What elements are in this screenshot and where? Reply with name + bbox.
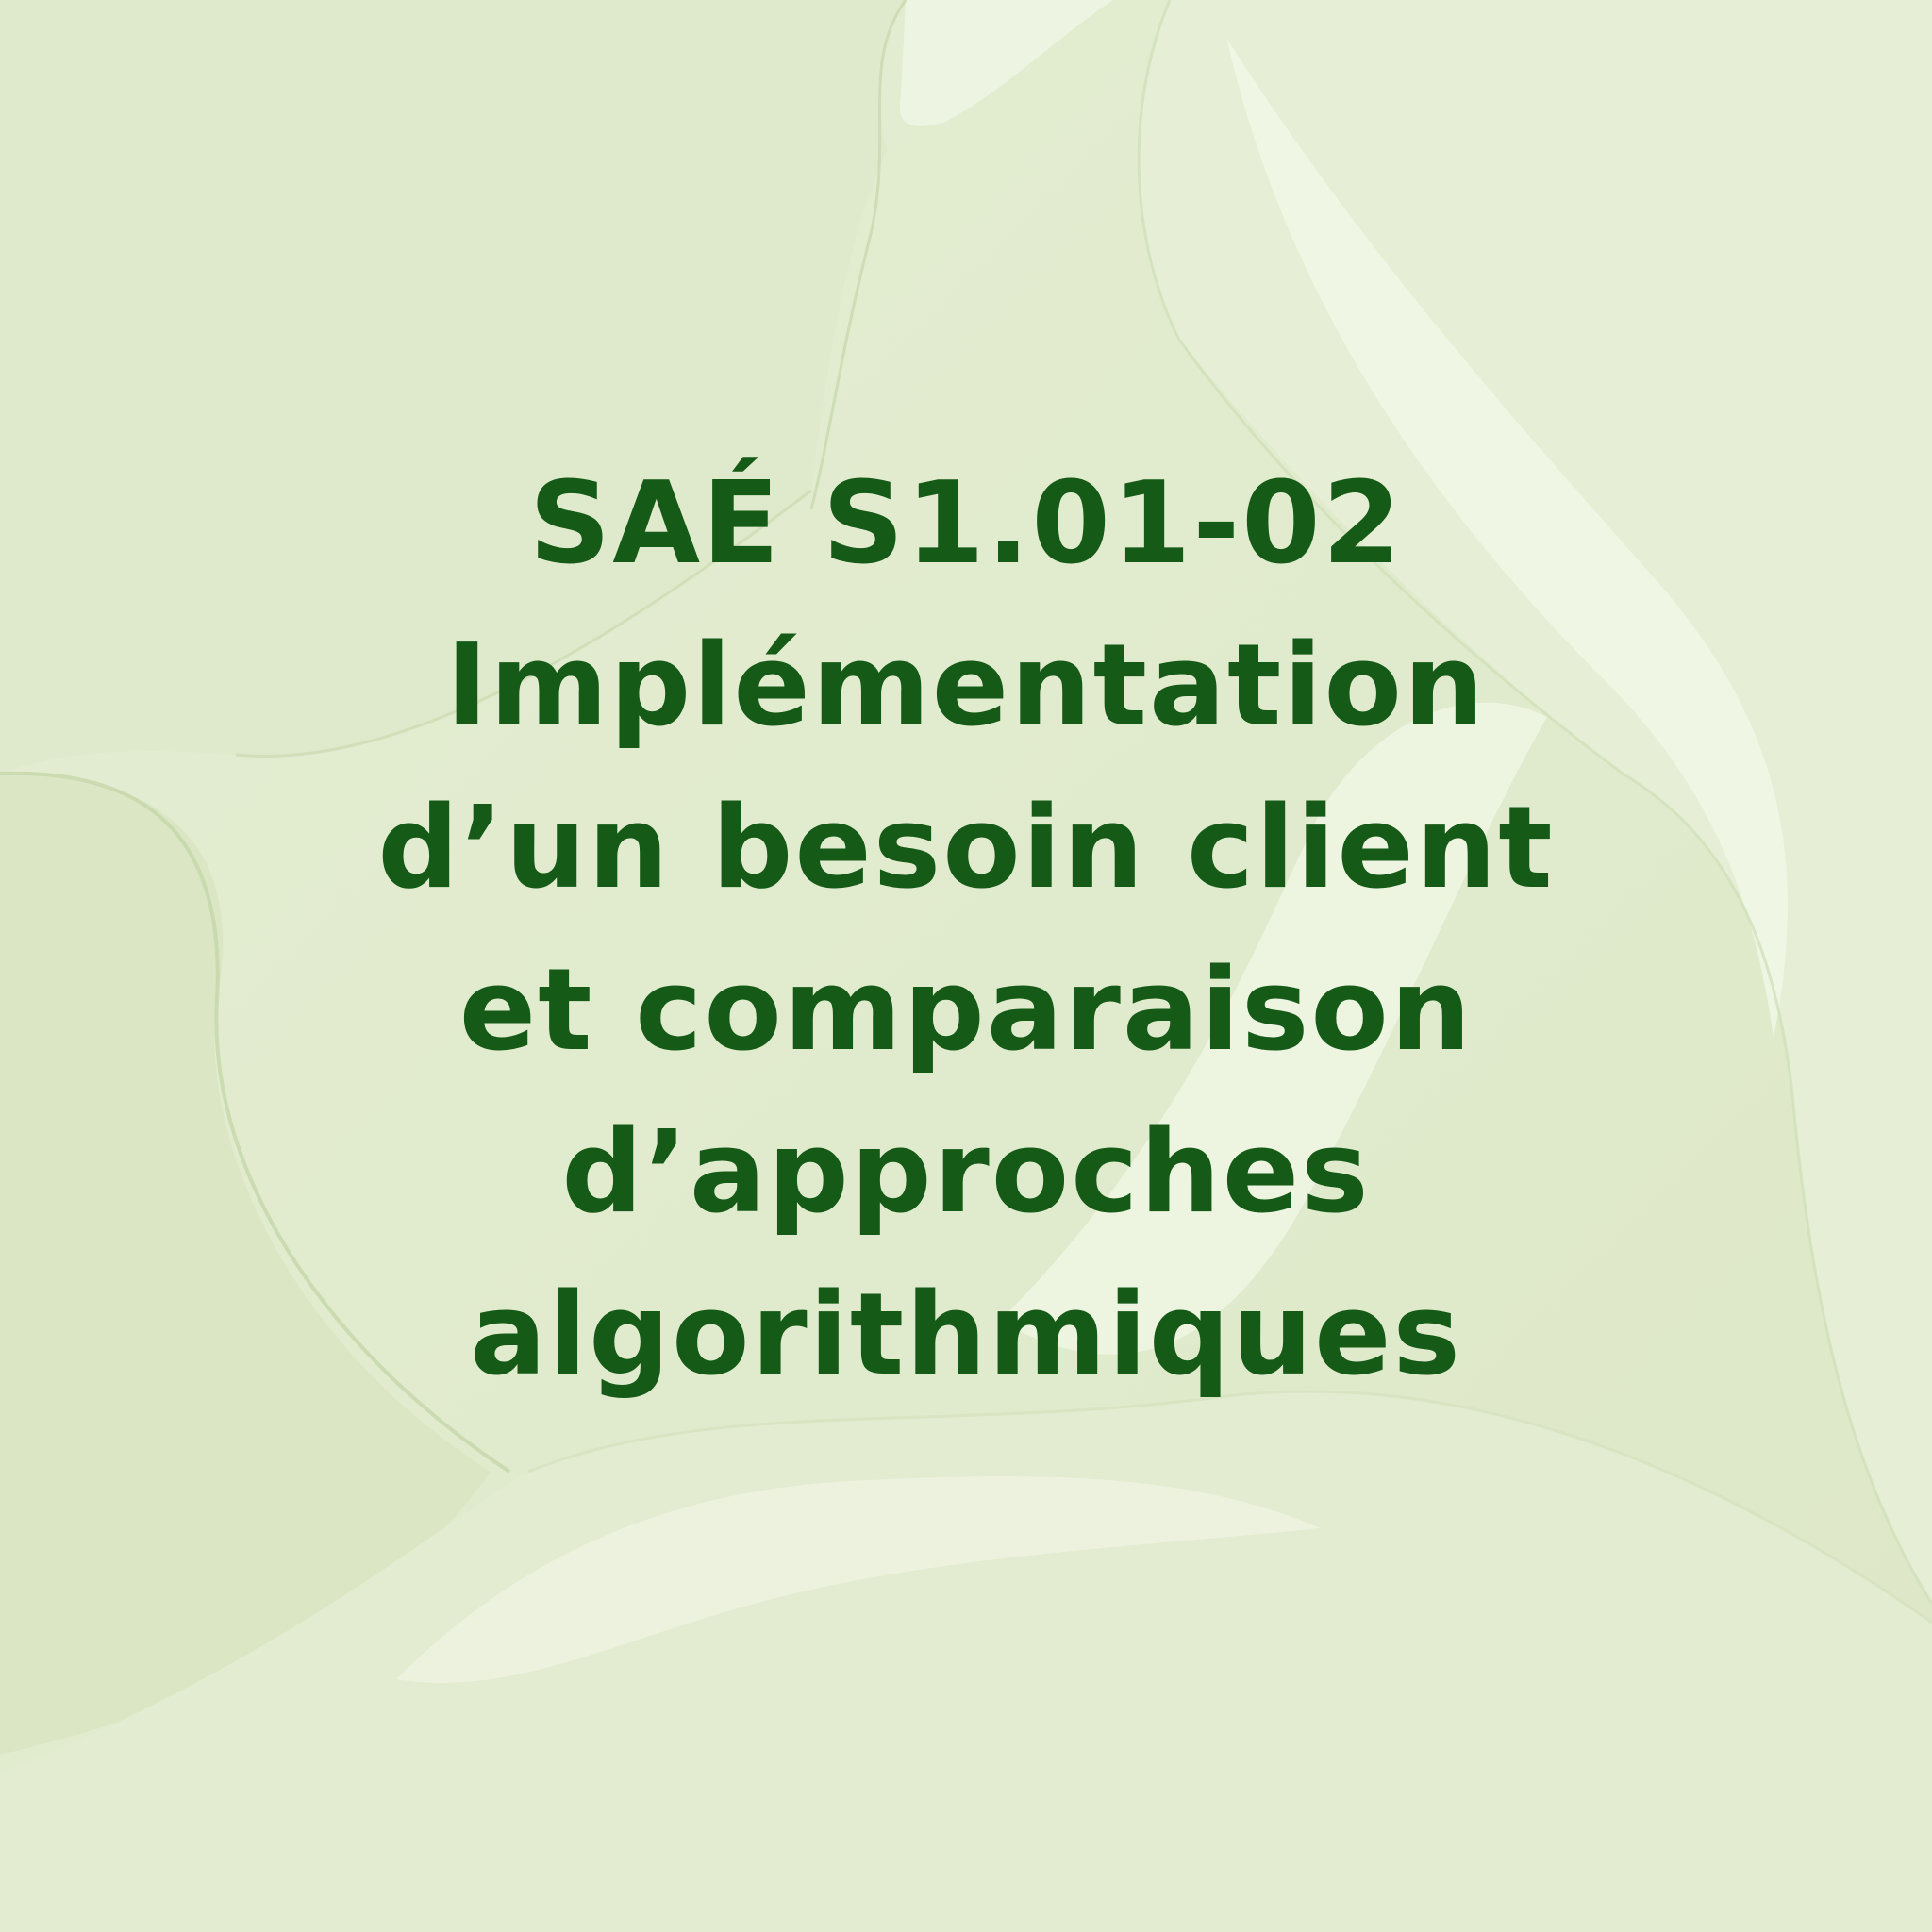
highlight-top <box>899 0 1113 126</box>
edge-line-3 <box>1137 0 1932 1605</box>
highlight-bottom <box>396 1476 1321 1683</box>
title-line-6: algorithmiques <box>470 1270 1462 1401</box>
title-line-2: Implémentation <box>445 621 1487 752</box>
edge-line-4 <box>235 489 812 758</box>
highlight-center <box>1000 702 1547 1355</box>
swirl-top <box>0 0 906 774</box>
edge-line-2 <box>809 0 908 510</box>
swirl-right <box>1139 0 1932 1604</box>
edge-line-5 <box>527 1390 1932 1624</box>
highlight-right <box>1226 38 1788 1038</box>
edge-line-1 <box>0 771 511 1474</box>
title-line-5: d’approches <box>561 1108 1371 1239</box>
swirl-bottom <box>0 1391 1932 1932</box>
title-line-3: d’un besoin client <box>377 783 1555 914</box>
title-block: SAÉ S1.01-02 Implémentation d’un besoin … <box>0 443 1932 1417</box>
title-line-course-code: SAÉ S1.01-02 <box>528 458 1404 590</box>
title-line-4: et comparaison <box>458 945 1474 1076</box>
swirl-left <box>0 774 491 1755</box>
